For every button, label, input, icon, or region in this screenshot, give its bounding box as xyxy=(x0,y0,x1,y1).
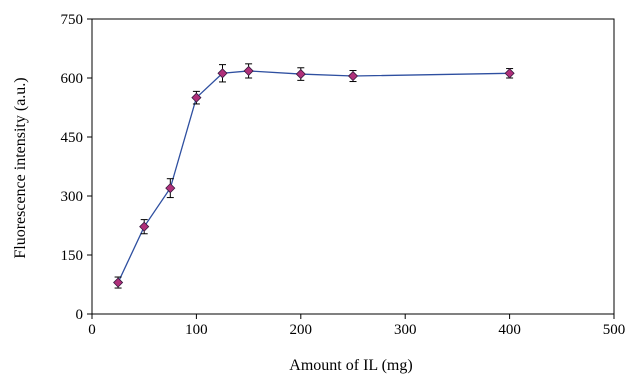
y-tick-label: 450 xyxy=(61,130,84,146)
y-tick-label: 600 xyxy=(61,71,84,87)
data-point xyxy=(191,92,202,103)
series-line xyxy=(117,70,510,283)
data-point xyxy=(295,69,306,80)
x-tick-label: 300 xyxy=(394,322,417,338)
data-point xyxy=(504,68,515,79)
data-series xyxy=(113,63,515,289)
y-axis-title: Fluorescence intensity (a.u.) xyxy=(12,77,29,258)
data-point xyxy=(139,221,150,232)
x-tick-label: 100 xyxy=(185,322,208,338)
x-tick-label: 500 xyxy=(603,322,626,338)
x-axis-title: Amount of IL (mg) xyxy=(289,357,412,374)
x-tick-label: 400 xyxy=(498,322,521,338)
data-point xyxy=(165,183,176,194)
plot-border xyxy=(91,18,615,315)
y-axis: 0 150 300 450 600 750 xyxy=(61,12,92,323)
data-point xyxy=(113,277,124,288)
data-point xyxy=(217,68,228,79)
x-axis: 0 100 200 300 400 500 xyxy=(88,314,625,338)
y-tick-label: 150 xyxy=(61,248,84,264)
x-tick-label: 200 xyxy=(290,322,313,338)
y-tick-label: 0 xyxy=(76,307,84,323)
x-tick-label: 0 xyxy=(88,322,96,338)
y-tick-label: 750 xyxy=(61,12,84,28)
data-point xyxy=(347,70,359,82)
plot-area xyxy=(91,18,615,315)
y-tick-label: 300 xyxy=(61,189,84,205)
data-point xyxy=(243,65,254,76)
